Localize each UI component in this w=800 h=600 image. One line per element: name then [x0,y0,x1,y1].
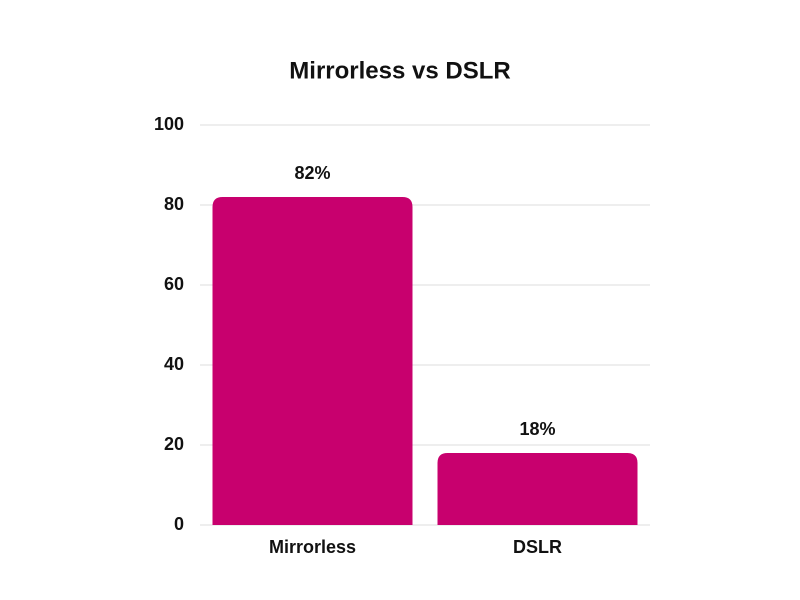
y-tick-label: 60 [164,274,184,294]
chart-title: Mirrorless vs DSLR [289,57,510,84]
x-tick-label: DSLR [513,537,562,557]
y-tick-label: 0 [174,514,184,534]
bar [212,197,413,525]
value-label: 82% [294,163,330,183]
x-tick-label: Mirrorless [269,537,356,557]
value-label: 18% [519,419,555,439]
y-tick-label: 20 [164,434,184,454]
y-tick-label: 100 [154,114,184,134]
bar [437,453,638,525]
y-tick-label: 40 [164,354,184,374]
y-tick-label: 80 [164,194,184,214]
